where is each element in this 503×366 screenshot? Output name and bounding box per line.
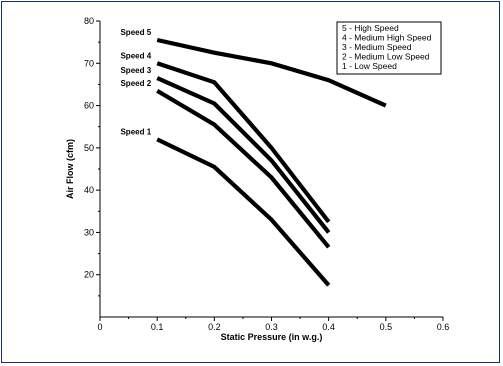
y-axis-label: Air Flow (cfm) [65,139,75,199]
series-labels: Speed 5 Speed 4 Speed 3 Speed 2 Speed 1 [120,28,151,136]
legend-entry: 5 - High Speed [342,23,399,33]
y-tick-label: 60 [84,101,94,111]
speed-4-line [156,61,331,224]
speed-5-label: Speed 5 [120,28,151,37]
series-layer [156,37,387,287]
x-tick-label: 0 [97,322,102,332]
y-tick-label: 40 [84,185,94,195]
speed-3-label: Speed 3 [120,66,151,75]
speed-2-line [156,88,331,249]
speed-4-label: Speed 4 [120,51,151,60]
legend-entry: 4 - Medium High Speed [342,33,432,43]
y-tick-label: 50 [84,143,94,153]
speed-5-line [156,37,387,108]
x-tick-label: 0.6 [437,322,450,332]
speed-1-line [156,137,331,287]
legend-entry: 1 - Low Speed [342,61,397,71]
speed-2-label: Speed 2 [120,79,151,88]
x-tick-label: 0.3 [265,322,278,332]
x-tick-label: 0.5 [380,322,393,332]
axes: 20 30 40 50 60 70 80 0 0.1 0.2 0.3 0.4 0.5 0.6 [84,16,449,332]
x-tick-label: 0.2 [208,322,221,332]
x-tick-label: 0.4 [322,322,335,332]
legend-entry: 2 - Medium Low Speed [342,52,430,62]
x-tick-label: 0.1 [151,322,164,332]
y-tick-label: 20 [84,270,94,280]
speed-3-line [156,76,331,234]
legend-entry: 3 - Medium Speed [342,42,412,52]
y-tick-label: 70 [84,58,94,68]
x-axis-label: Static Pressure (in w.g.) [221,332,323,342]
speed-1-label: Speed 1 [120,127,151,136]
legend-box [336,21,442,75]
y-tick-label: 80 [84,16,94,26]
y-tick-label: 30 [84,227,94,237]
